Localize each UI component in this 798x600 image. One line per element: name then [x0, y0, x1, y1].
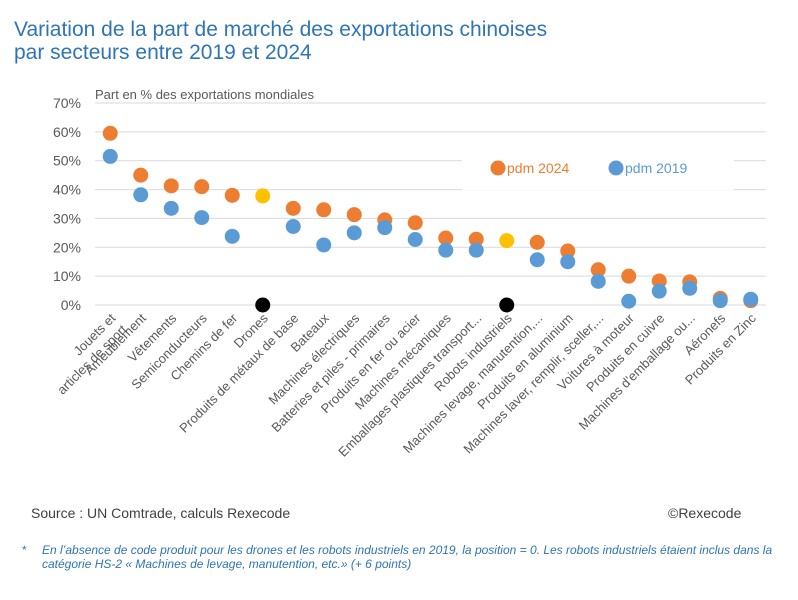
y-tick-label: 30% [53, 210, 81, 226]
point-2019 [712, 293, 728, 309]
point-2024 [621, 268, 637, 284]
point-2019 [560, 254, 576, 270]
footnote-text: En l’absence de code produit pour les dr… [42, 543, 773, 571]
point-2019 [621, 293, 637, 309]
point-2019 [194, 210, 210, 226]
y-tick-label: 20% [53, 239, 81, 255]
point-2024 [285, 200, 301, 216]
point-2024 [102, 125, 118, 141]
source-note: Source : UN Comtrade, calculs Rexecode [31, 505, 291, 521]
legend-label: pdm 2019 [625, 160, 687, 176]
y-tick-label: 40% [53, 182, 81, 198]
point-2019 [743, 291, 759, 307]
point-2019 [590, 273, 606, 289]
point-2024 [255, 188, 271, 204]
y-tick-label: 60% [53, 124, 81, 140]
legend-box [462, 146, 734, 190]
footnote-marker: * [22, 543, 27, 557]
point-2024 [560, 243, 576, 259]
point-2019 [316, 237, 332, 253]
y-axis-label: Part en % des exportations mondiales [95, 87, 314, 102]
point-2019 [224, 228, 240, 244]
point-2019 [285, 219, 301, 235]
point-2024 [590, 262, 606, 278]
point-2024 [163, 178, 179, 194]
legend-marker [490, 160, 506, 176]
y-tick-label: 0% [61, 297, 81, 313]
point-2024 [133, 167, 149, 183]
point-2024 [468, 231, 484, 247]
legend-label: pdm 2024 [507, 160, 569, 176]
point-2019 [346, 225, 362, 241]
copyright-note: ©Rexecode [668, 505, 742, 521]
point-2019 [133, 187, 149, 203]
point-2019 [651, 283, 667, 299]
footnote: * En l’absence de code produit pour les … [22, 543, 782, 571]
point-2024 [438, 230, 454, 246]
point-2019 [682, 280, 698, 296]
point-2024 [529, 234, 545, 250]
y-tick-label: 50% [53, 153, 81, 169]
point-2024 [194, 179, 210, 195]
point-2024 [316, 202, 332, 218]
point-2024 [407, 215, 423, 231]
y-tick-label: 70% [53, 95, 81, 111]
chart-title: Variation de la part de marché des expor… [14, 18, 714, 64]
point-2019 [468, 242, 484, 258]
point-2019 [529, 252, 545, 268]
point-2019 [499, 297, 515, 313]
point-2019 [407, 231, 423, 247]
point-2019 [163, 200, 179, 216]
point-2024 [499, 233, 515, 249]
chart-title-line-1: Variation de la part de marché des expor… [14, 18, 548, 41]
scatter-chart: 0% 10% 20% 30% 40% 50% 60% 70% Part en % des exp… [43, 87, 766, 460]
point-2019 [102, 148, 118, 164]
y-tick-label: 10% [53, 268, 81, 284]
x-tick-label: Jouets etarticles de sport [43, 310, 130, 397]
point-2024 [346, 207, 362, 223]
chart-title-line-2: par secteurs entre 2019 et 2024 [14, 41, 312, 64]
point-2024 [224, 187, 240, 203]
legend-marker [608, 160, 624, 176]
point-2019 [438, 242, 454, 258]
point-2019 [377, 220, 393, 236]
point-2019 [255, 297, 271, 313]
